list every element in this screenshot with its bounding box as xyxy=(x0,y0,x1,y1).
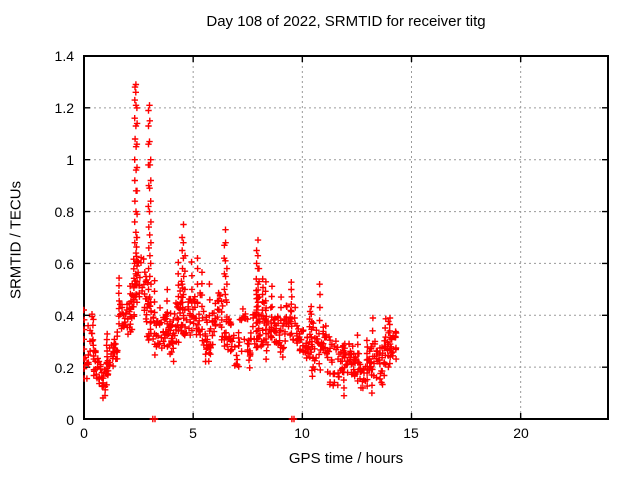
x-tick-label: 15 xyxy=(403,425,419,441)
y-tick-label: 0 xyxy=(66,412,74,428)
y-tick-label: 0.6 xyxy=(54,256,74,272)
y-tick-label: 0.4 xyxy=(54,308,74,324)
x-tick-label: 5 xyxy=(189,425,197,441)
x-tick-label: 0 xyxy=(80,425,88,441)
y-tick-label: 0.2 xyxy=(54,360,74,376)
x-axis-label: GPS time / hours xyxy=(288,450,404,467)
y-tick-label: 1.2 xyxy=(54,100,74,116)
chart-title: Day 108 of 2022, SRMTID for receiver tit… xyxy=(206,13,486,30)
x-tick-label: 20 xyxy=(513,425,529,441)
x-tick-label: 10 xyxy=(294,425,310,441)
y-tick-label: 1 xyxy=(66,152,74,168)
y-tick-label: 0.8 xyxy=(54,204,74,220)
scatter-points xyxy=(83,81,400,423)
y-tick-label: 1.4 xyxy=(54,48,74,64)
